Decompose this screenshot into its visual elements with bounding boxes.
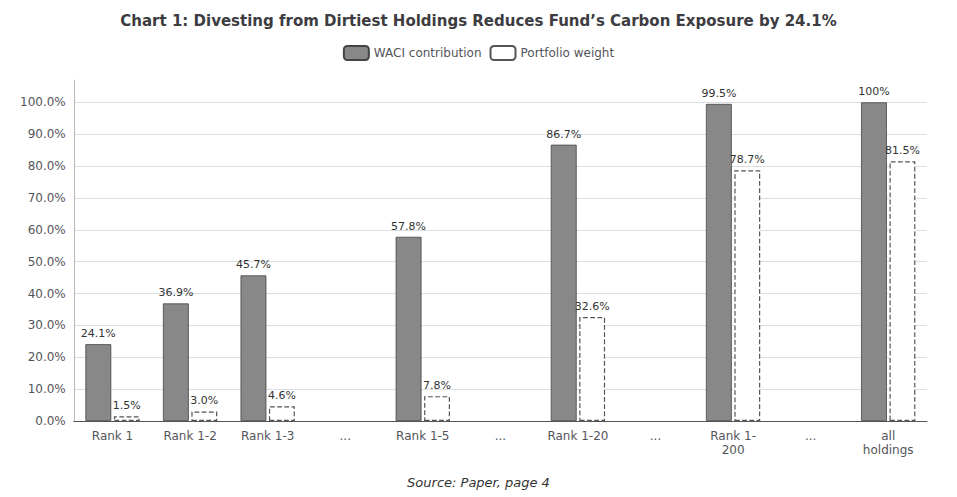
svg-text:1.5%: 1.5% xyxy=(113,399,141,412)
svg-text:Rank 1: Rank 1 xyxy=(92,429,133,443)
svg-text:24.1%: 24.1% xyxy=(81,327,116,340)
svg-text:100%: 100% xyxy=(858,85,889,98)
svg-text:32.6%: 32.6% xyxy=(575,300,610,313)
svg-text:81.5%: 81.5% xyxy=(885,144,920,157)
svg-text:0.0%: 0.0% xyxy=(35,414,66,428)
svg-text:Rank 1-20: Rank 1-20 xyxy=(547,429,608,443)
svg-text:100.0%: 100.0% xyxy=(20,95,66,109)
svg-text:36.9%: 36.9% xyxy=(158,286,193,299)
svg-text:Rank 1-: Rank 1- xyxy=(710,429,756,443)
svg-text:7.8%: 7.8% xyxy=(423,379,451,392)
svg-text:57.8%: 57.8% xyxy=(391,220,426,233)
svg-text:all: all xyxy=(881,429,895,443)
svg-text:Source: Paper, page 4: Source: Paper, page 4 xyxy=(407,475,550,490)
svg-text:Chart 1: Divesting from Dirtie: Chart 1: Divesting from Dirtiest Holding… xyxy=(120,12,836,30)
svg-text:Rank 1-5: Rank 1-5 xyxy=(396,429,449,443)
svg-text:78.7%: 78.7% xyxy=(730,153,765,166)
svg-text:99.5%: 99.5% xyxy=(701,87,736,100)
svg-text:70.0%: 70.0% xyxy=(28,191,66,205)
svg-text:86.7%: 86.7% xyxy=(546,128,581,141)
svg-text:40.0%: 40.0% xyxy=(28,287,66,301)
svg-text:45.7%: 45.7% xyxy=(236,258,271,271)
svg-text:Rank 1-2: Rank 1-2 xyxy=(163,429,216,443)
svg-text:WACI contribution: WACI contribution xyxy=(374,46,482,60)
svg-text:holdings: holdings xyxy=(863,443,914,457)
svg-text:...: ... xyxy=(340,429,351,443)
svg-text:...: ... xyxy=(650,429,661,443)
svg-text:60.0%: 60.0% xyxy=(28,223,66,237)
svg-text:90.0%: 90.0% xyxy=(28,127,66,141)
svg-text:...: ... xyxy=(495,429,506,443)
svg-text:10.0%: 10.0% xyxy=(28,382,66,396)
svg-text:Rank 1-3: Rank 1-3 xyxy=(241,429,294,443)
svg-text:...: ... xyxy=(805,429,816,443)
svg-text:20.0%: 20.0% xyxy=(28,350,66,364)
svg-text:80.0%: 80.0% xyxy=(28,159,66,173)
svg-text:3.0%: 3.0% xyxy=(190,394,218,407)
svg-text:30.0%: 30.0% xyxy=(28,318,66,332)
svg-text:50.0%: 50.0% xyxy=(28,255,66,269)
svg-text:200: 200 xyxy=(722,443,745,457)
svg-text:4.6%: 4.6% xyxy=(268,389,296,402)
svg-text:Portfolio weight: Portfolio weight xyxy=(521,46,615,60)
